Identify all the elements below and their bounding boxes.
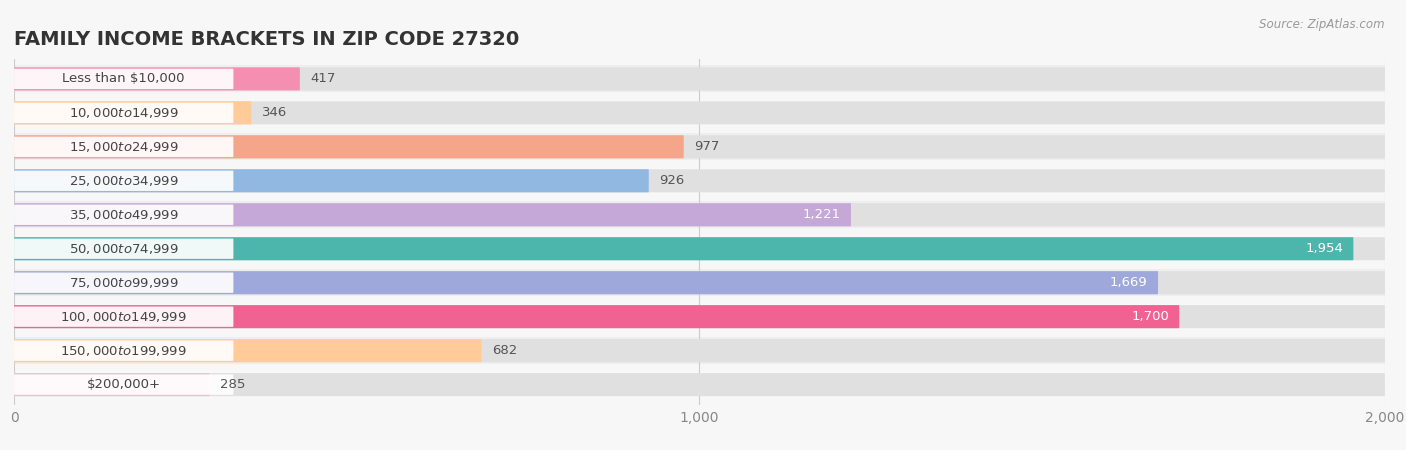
FancyBboxPatch shape [14,237,1385,260]
FancyBboxPatch shape [14,238,233,259]
Text: $50,000 to $74,999: $50,000 to $74,999 [69,242,179,256]
Text: 1,669: 1,669 [1109,276,1147,289]
FancyBboxPatch shape [14,341,233,361]
Text: $35,000 to $49,999: $35,000 to $49,999 [69,208,179,222]
Text: $150,000 to $199,999: $150,000 to $199,999 [60,344,187,358]
FancyBboxPatch shape [14,339,1385,362]
Bar [14,235,1385,262]
FancyBboxPatch shape [14,205,233,225]
FancyBboxPatch shape [14,171,233,191]
FancyBboxPatch shape [14,69,233,89]
Text: 977: 977 [695,140,720,153]
Text: 346: 346 [262,106,287,119]
FancyBboxPatch shape [14,103,233,123]
FancyBboxPatch shape [14,137,233,157]
Text: $25,000 to $34,999: $25,000 to $34,999 [69,174,179,188]
Bar [14,201,1385,228]
FancyBboxPatch shape [14,169,1385,192]
Text: 682: 682 [492,344,517,357]
FancyBboxPatch shape [14,271,1385,294]
Bar [14,269,1385,296]
FancyBboxPatch shape [14,203,851,226]
Text: Source: ZipAtlas.com: Source: ZipAtlas.com [1260,18,1385,31]
Text: 417: 417 [311,72,336,86]
FancyBboxPatch shape [14,237,1354,260]
Text: 1,954: 1,954 [1305,242,1343,255]
FancyBboxPatch shape [14,305,1180,328]
FancyBboxPatch shape [14,101,252,124]
FancyBboxPatch shape [14,135,683,158]
FancyBboxPatch shape [14,271,1159,294]
Bar [14,337,1385,364]
Text: $200,000+: $200,000+ [87,378,160,391]
FancyBboxPatch shape [14,339,481,362]
FancyBboxPatch shape [14,68,1385,90]
Bar [14,371,1385,398]
Text: $75,000 to $99,999: $75,000 to $99,999 [69,276,179,290]
FancyBboxPatch shape [14,374,233,395]
Text: Less than $10,000: Less than $10,000 [62,72,186,86]
Text: 285: 285 [219,378,245,391]
Text: $10,000 to $14,999: $10,000 to $14,999 [69,106,179,120]
FancyBboxPatch shape [14,135,1385,158]
Bar [14,65,1385,92]
Text: 1,221: 1,221 [803,208,841,221]
Text: 1,700: 1,700 [1130,310,1168,323]
Text: 926: 926 [659,174,685,187]
FancyBboxPatch shape [14,68,299,90]
Bar [14,303,1385,330]
FancyBboxPatch shape [14,373,1385,396]
Bar [14,133,1385,160]
FancyBboxPatch shape [14,169,648,192]
Bar [14,99,1385,126]
Text: FAMILY INCOME BRACKETS IN ZIP CODE 27320: FAMILY INCOME BRACKETS IN ZIP CODE 27320 [14,30,519,49]
FancyBboxPatch shape [14,101,1385,124]
FancyBboxPatch shape [14,305,1385,328]
Text: $100,000 to $149,999: $100,000 to $149,999 [60,310,187,324]
FancyBboxPatch shape [14,306,233,327]
Bar [14,167,1385,194]
FancyBboxPatch shape [14,203,1385,226]
FancyBboxPatch shape [14,273,233,293]
FancyBboxPatch shape [14,373,209,396]
Text: $15,000 to $24,999: $15,000 to $24,999 [69,140,179,154]
